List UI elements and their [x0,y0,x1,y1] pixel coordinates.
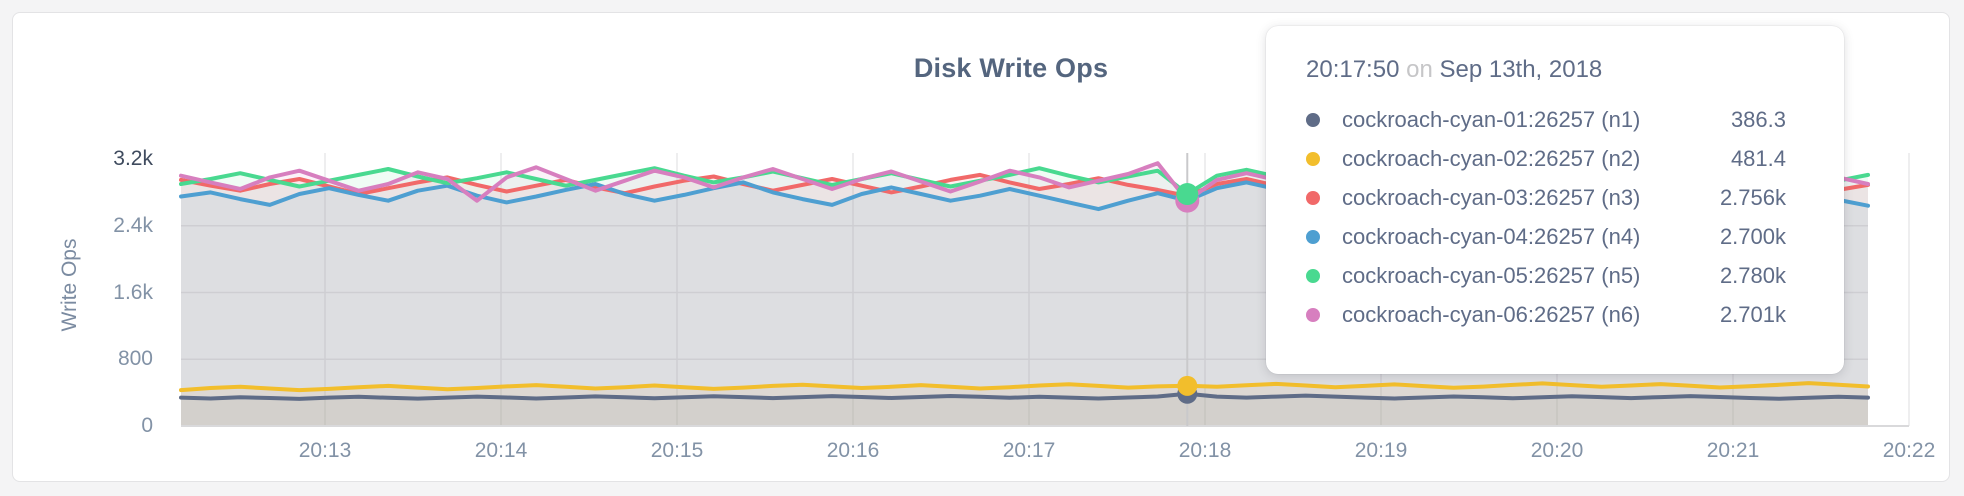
series-color-dot-icon [1306,268,1320,283]
tooltip-conjunction: on [1406,56,1433,83]
x-tick-label: 20:22 [1882,439,1936,462]
series-value: 481.4 [1730,145,1786,171]
chart-card: Disk Write Ops Write Ops 3.2k 2.4k 1.6k 800… [12,12,1950,482]
tooltip-series-row: cockroach-cyan-01:26257 (n1) 386.3 [1306,100,1804,139]
x-tick-label: 20:14 [474,439,528,462]
tooltip-series-row: cockroach-cyan-02:26257 (n2) 481.4 [1306,139,1804,178]
tooltip-series-row: cockroach-cyan-04:26257 (n4) 2.700k [1306,217,1804,256]
hover-dot-n5 [1176,183,1199,206]
series-color-dot-icon [1306,151,1320,166]
y-tick-label: 0 [141,414,153,437]
chart-title: Disk Write Ops [913,53,1109,83]
y-tick-label: 3.2k [113,147,153,170]
x-tick-label: 20:19 [1354,439,1408,462]
hover-dot-n2 [1177,375,1198,396]
series-name: cockroach-cyan-02:26257 (n2) [1342,145,1641,171]
series-name: cockroach-cyan-04:26257 (n4) [1342,223,1641,249]
series-value: 2.756k [1719,184,1786,210]
series-color-dot-icon [1306,229,1320,244]
series-name: cockroach-cyan-05:26257 (n5) [1342,262,1641,288]
series-name: cockroach-cyan-06:26257 (n6) [1342,301,1641,327]
series-line [179,381,1870,393]
hover-tooltip: 20:17:50 on Sep 13th, 2018 cockroach-cya… [1266,26,1844,374]
y-tick-label: 1.6k [113,280,153,304]
series-name: cockroach-cyan-03:26257 (n3) [1342,184,1641,210]
x-tick-label: 20:18 [1178,439,1232,462]
y-tick-label: 2.4k [113,213,153,237]
series-area [181,393,1868,426]
tooltip-date: Sep 13th, 2018 [1439,56,1603,83]
series-value: 2.780k [1719,262,1786,288]
y-tick-label: 800 [117,347,153,371]
tooltip-time: 20:17:50 [1306,56,1400,83]
series-area [181,383,1868,426]
tooltip-header: 20:17:50 on Sep 13th, 2018 [1306,56,1804,84]
series-value: 386.3 [1730,106,1786,132]
tooltip-series-row: cockroach-cyan-06:26257 (n6) 2.701k [1306,295,1804,334]
tooltip-series-row: cockroach-cyan-03:26257 (n3) 2.756k [1306,178,1804,217]
x-tick-label: 20:16 [826,439,880,462]
x-tick-label: 20:13 [298,439,352,462]
series-color-dot-icon [1306,307,1320,322]
series-color-dot-icon [1306,112,1320,127]
series-value: 2.700k [1719,223,1786,249]
x-tick-label: 20:17 [1002,439,1056,462]
tooltip-series-list: cockroach-cyan-01:26257 (n1) 386.3 cockroa… [1306,100,1804,334]
x-tick-label: 20:15 [650,439,704,462]
tooltip-series-row: cockroach-cyan-05:26257 (n5) 2.780k [1306,256,1804,295]
series-name: cockroach-cyan-01:26257 (n1) [1342,106,1641,132]
series-color-dot-icon [1306,190,1320,205]
x-tick-label: 20:21 [1706,439,1760,462]
series-value: 2.701k [1719,301,1786,327]
series-line [179,391,1870,401]
x-tick-label: 20:20 [1530,439,1584,462]
